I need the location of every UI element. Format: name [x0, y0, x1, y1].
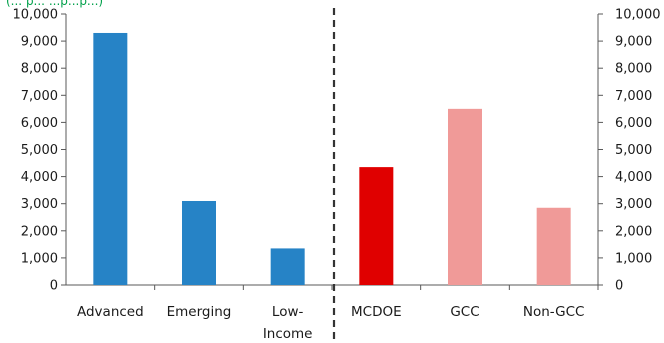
- right-y-tick-label: 10,000: [615, 8, 661, 23]
- y-tick-label: 6,000: [21, 116, 58, 131]
- x-category-label: GCC: [450, 304, 479, 320]
- bar-low-income: [270, 248, 305, 285]
- right-y-tick-label: 4,000: [615, 170, 652, 185]
- y-tick-label: 9,000: [21, 35, 58, 50]
- x-category-label: Non-GCC: [523, 304, 585, 320]
- x-category-label: Advanced: [77, 304, 144, 320]
- y-tick-label: 7,000: [21, 89, 58, 104]
- chart-note: (... p... ...p...p...): [6, 0, 103, 8]
- bar-non-gcc: [536, 207, 571, 285]
- right-y-tick-label: 1,000: [615, 251, 652, 266]
- y-tick-label: 8,000: [21, 62, 58, 77]
- right-y-tick-label: 3,000: [615, 197, 652, 212]
- left-y-axis-ticks: 0 1,000 2,000 3,000 4,000 5,000 6,000 7,000 8,00…: [13, 8, 66, 294]
- bar-gcc: [448, 108, 482, 285]
- bars: [93, 32, 571, 285]
- y-tick-label: 4,000: [21, 170, 58, 185]
- right-y-tick-label: 6,000: [615, 116, 652, 131]
- x-category-label: MCDOE: [351, 304, 402, 320]
- y-tick-label: 2,000: [21, 224, 58, 239]
- right-y-tick-label: 0: [615, 279, 623, 294]
- right-y-tick-label: 7,000: [615, 89, 652, 104]
- x-category-label: Low-: [272, 304, 304, 320]
- bar-advanced: [93, 32, 128, 285]
- right-y-tick-label: 5,000: [615, 143, 652, 158]
- x-axis-labels: Advanced Emerging Low- Income MCDOE GCC Non-GC…: [77, 285, 599, 342]
- x-category-label: Emerging: [167, 304, 232, 320]
- right-y-tick-label: 2,000: [615, 224, 652, 239]
- y-tick-label: 1,000: [21, 251, 58, 266]
- right-y-axis-ticks: 0 1,000 2,000 3,000 4,000 5,000 6,000 7,000 8,00…: [598, 8, 661, 294]
- y-tick-label: 10,000: [13, 8, 59, 23]
- x-category-label: Income: [263, 326, 313, 342]
- bar-mcdoe: [359, 167, 394, 285]
- right-y-tick-label: 8,000: [615, 62, 652, 77]
- right-y-tick-label: 9,000: [615, 35, 652, 50]
- y-tick-label: 3,000: [21, 197, 58, 212]
- y-tick-label: 0: [50, 279, 58, 294]
- bar-emerging: [182, 200, 216, 285]
- y-tick-label: 5,000: [21, 143, 58, 158]
